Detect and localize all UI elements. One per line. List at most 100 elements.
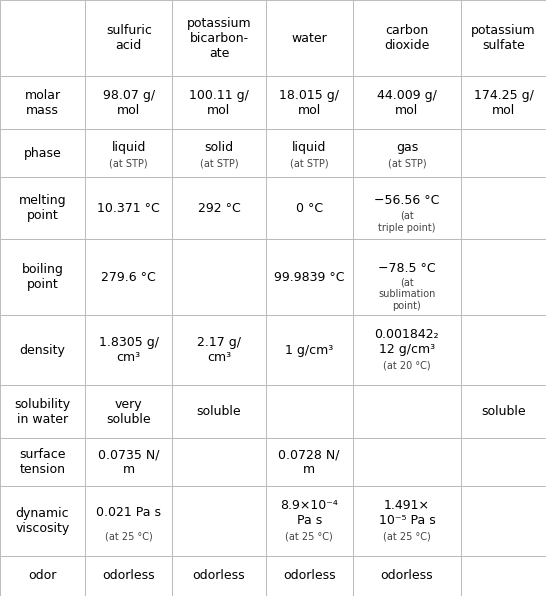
Bar [173,556,265,596]
Bar [461,177,546,239]
Text: solid: solid [204,141,234,154]
Text: 10.371 °C: 10.371 °C [97,201,160,215]
Text: (at 25 °C): (at 25 °C) [105,532,153,541]
Text: (at 20 °C): (at 20 °C) [383,361,431,371]
Bar [353,76,461,129]
Text: 292 °C: 292 °C [198,201,240,215]
Bar [353,239,461,315]
Bar [0,239,85,315]
Bar [265,315,353,385]
Bar [85,239,173,315]
Bar [85,438,173,486]
Bar [0,556,85,596]
Text: odorless: odorless [193,569,245,582]
Bar [85,385,173,438]
Bar [265,76,353,129]
Text: 100.11 g/
mol: 100.11 g/ mol [189,89,249,117]
Text: 98.07 g/
mol: 98.07 g/ mol [103,89,155,117]
Bar [173,129,265,177]
Text: (at STP): (at STP) [290,159,329,169]
Text: odorless: odorless [283,569,336,582]
Text: 8.9×10⁻⁴
Pa s: 8.9×10⁻⁴ Pa s [280,499,338,527]
Text: carbon
dioxide: carbon dioxide [384,24,430,52]
Text: boiling
point: boiling point [22,263,63,291]
Bar [461,76,546,129]
Text: liquid: liquid [292,141,327,154]
Bar [0,315,85,385]
Bar [85,129,173,177]
Text: 0.0728 N/
m: 0.0728 N/ m [278,448,340,476]
Bar [353,177,461,239]
Bar [0,76,85,129]
Text: (at STP): (at STP) [388,159,426,169]
Bar [353,385,461,438]
Text: solubility
in water: solubility in water [14,398,70,426]
Text: (at STP): (at STP) [109,159,148,169]
Bar [173,239,265,315]
Bar [173,76,265,129]
Bar [265,0,353,76]
Text: potassium
bicarbon-
ate: potassium bicarbon- ate [187,17,251,60]
Text: molar
mass: molar mass [25,89,61,117]
Bar [265,239,353,315]
Text: melting
point: melting point [19,194,67,222]
Text: 1 g/cm³: 1 g/cm³ [285,344,334,357]
Bar [461,385,546,438]
Text: 18.015 g/
mol: 18.015 g/ mol [279,89,339,117]
Bar [85,315,173,385]
Text: soluble: soluble [481,405,526,418]
Bar [0,129,85,177]
Bar [265,438,353,486]
Text: density: density [20,344,66,357]
Text: −78.5 °C: −78.5 °C [378,262,436,275]
Text: odorless: odorless [103,569,155,582]
Bar [265,486,353,556]
Text: 1.491×
10⁻⁵ Pa s: 1.491× 10⁻⁵ Pa s [378,499,435,527]
Bar [85,0,173,76]
Bar [85,76,173,129]
Bar [0,0,85,76]
Text: 44.009 g/
mol: 44.009 g/ mol [377,89,437,117]
Text: 279.6 °C: 279.6 °C [102,271,156,284]
Bar [173,315,265,385]
Bar [0,177,85,239]
Text: (at
sublimation
point): (at sublimation point) [378,278,436,311]
Bar [265,556,353,596]
Bar [461,486,546,556]
Text: (at
triple point): (at triple point) [378,211,436,232]
Text: potassium
sulfate: potassium sulfate [471,24,536,52]
Bar [265,129,353,177]
Bar [0,486,85,556]
Bar [0,438,85,486]
Text: (at STP): (at STP) [200,159,238,169]
Bar [173,177,265,239]
Bar [85,556,173,596]
Text: 2.17 g/
cm³: 2.17 g/ cm³ [197,336,241,364]
Text: 174.25 g/
mol: 174.25 g/ mol [473,89,533,117]
Bar [461,129,546,177]
Bar [173,486,265,556]
Text: water: water [292,32,327,45]
Bar [353,486,461,556]
Bar [0,385,85,438]
Text: 1.8305 g/
cm³: 1.8305 g/ cm³ [99,336,159,364]
Text: 0.0735 N/
m: 0.0735 N/ m [98,448,159,476]
Text: odor: odor [28,569,57,582]
Bar [173,438,265,486]
Bar [461,556,546,596]
Text: 0 °C: 0 °C [295,201,323,215]
Bar [353,556,461,596]
Bar [173,0,265,76]
Text: liquid: liquid [111,141,146,154]
Bar [461,438,546,486]
Text: gas: gas [396,141,418,154]
Bar [353,315,461,385]
Bar [265,177,353,239]
Text: (at 25 °C): (at 25 °C) [286,532,333,541]
Bar [353,438,461,486]
Text: odorless: odorless [381,569,433,582]
Bar [85,486,173,556]
Bar [461,315,546,385]
Text: −56.56 °C: −56.56 °C [374,194,440,207]
Text: dynamic
viscosity: dynamic viscosity [15,507,70,535]
